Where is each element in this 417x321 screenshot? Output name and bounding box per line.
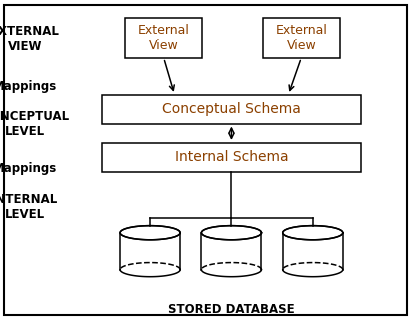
- Ellipse shape: [120, 226, 180, 240]
- Text: Conceptual Schema: Conceptual Schema: [162, 102, 301, 116]
- Text: External
View: External View: [138, 24, 190, 52]
- Text: Mappings: Mappings: [0, 162, 57, 175]
- Text: STORED DATABASE: STORED DATABASE: [168, 303, 295, 316]
- FancyBboxPatch shape: [125, 18, 202, 58]
- FancyBboxPatch shape: [263, 18, 340, 58]
- Text: Mappings: Mappings: [0, 80, 57, 93]
- Text: External
View: External View: [275, 24, 327, 52]
- Polygon shape: [283, 233, 343, 270]
- Ellipse shape: [283, 226, 343, 240]
- Text: CONCEPTUAL
LEVEL: CONCEPTUAL LEVEL: [0, 109, 69, 138]
- Text: Internal Schema: Internal Schema: [175, 150, 288, 164]
- Polygon shape: [201, 233, 261, 270]
- Text: INTERNAL
LEVEL: INTERNAL LEVEL: [0, 193, 58, 221]
- Text: EXTERNAL
VIEW: EXTERNAL VIEW: [0, 24, 60, 53]
- FancyBboxPatch shape: [102, 143, 361, 172]
- Ellipse shape: [201, 226, 261, 240]
- Polygon shape: [120, 233, 180, 270]
- FancyBboxPatch shape: [102, 95, 361, 124]
